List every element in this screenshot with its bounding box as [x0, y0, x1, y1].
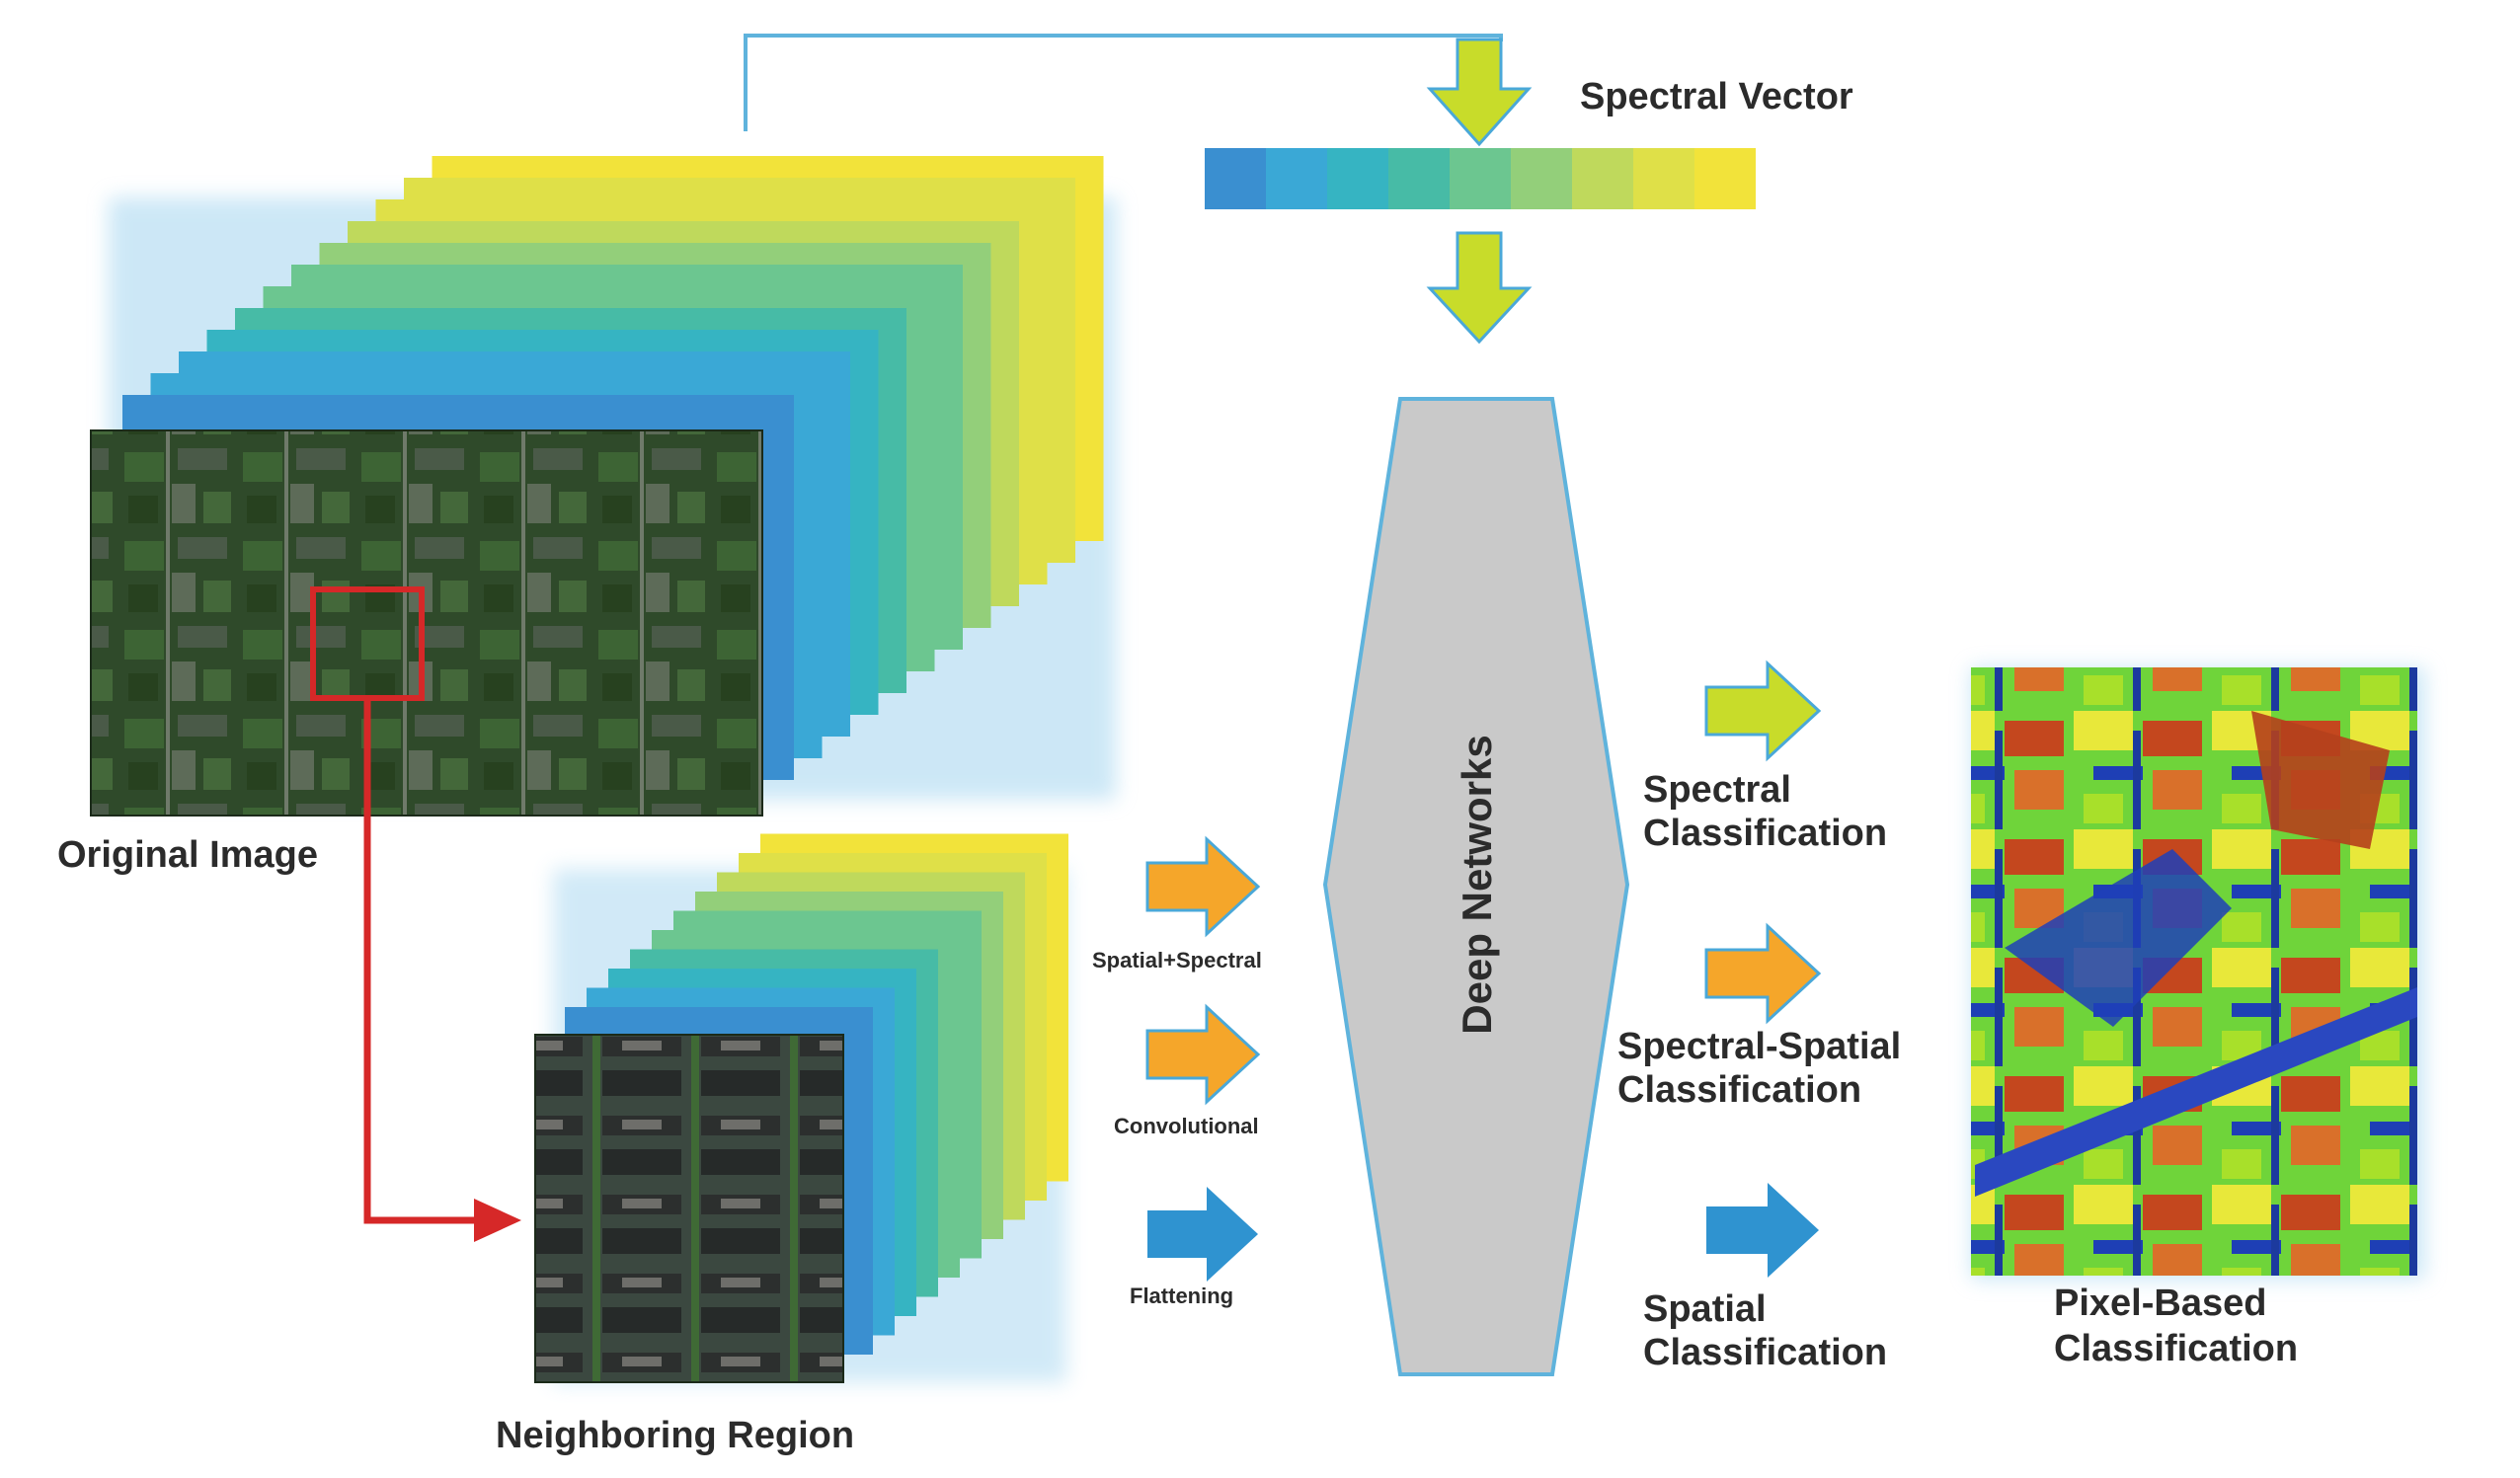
spectral-vector-bar — [1205, 148, 1756, 209]
spectral-down-arrow-top — [1426, 38, 1533, 147]
original-image — [90, 429, 763, 817]
spectral-output-arrow — [1704, 660, 1822, 762]
deep-networks-label: Deep Networks — [1454, 735, 1500, 1034]
spectral-cell — [1450, 148, 1511, 209]
original-image-label: Original Image — [57, 834, 318, 876]
spectral-cell — [1511, 148, 1572, 209]
spectral-classification-label-1: Spectral — [1643, 769, 1791, 811]
spatial-output-arrow — [1706, 1183, 1819, 1278]
spectral-vector-label: Spectral Vector — [1580, 76, 1853, 117]
flattening-arrow — [1147, 1187, 1258, 1282]
connector-line — [744, 34, 1503, 131]
spectral-cell — [1205, 148, 1266, 209]
neighboring-region-image — [534, 1034, 844, 1383]
deep-networks-block — [1322, 397, 1630, 1376]
spectral-spatial-output-arrow — [1704, 922, 1822, 1025]
spectral-cell — [1266, 148, 1327, 209]
spatial-spectral-arrow — [1145, 835, 1261, 938]
neighboring-region-label: Neighboring Region — [496, 1415, 854, 1456]
red-link-line — [363, 698, 484, 1224]
convolutional-label: Convolutional — [1114, 1114, 1259, 1138]
spectral-cell — [1388, 148, 1450, 209]
red-link-arrowhead — [474, 1199, 521, 1242]
spectral-cell — [1572, 148, 1633, 209]
pixel-based-label-1: Pixel-Based — [2054, 1283, 2266, 1324]
spectral-spatial-label-1: Spectral-Spatial — [1617, 1026, 1901, 1067]
spectral-cell — [1327, 148, 1388, 209]
convolutional-arrow — [1145, 1003, 1261, 1106]
classification-map — [1971, 667, 2425, 1280]
spectral-cell — [1633, 148, 1694, 209]
flattening-label: Flattening — [1130, 1284, 1233, 1308]
spectral-spatial-label-2: Classification — [1617, 1069, 1861, 1111]
spatial-classification-label-1: Spatial — [1643, 1288, 1767, 1330]
spectral-down-arrow-bottom — [1426, 231, 1533, 345]
spatial-spectral-label: Spatial+Spectral — [1092, 948, 1262, 972]
pixel-based-label-2: Classification — [2054, 1328, 2298, 1369]
spatial-classification-label-2: Classification — [1643, 1332, 1887, 1373]
spectral-classification-label-2: Classification — [1643, 813, 1887, 854]
spectral-cell — [1694, 148, 1756, 209]
